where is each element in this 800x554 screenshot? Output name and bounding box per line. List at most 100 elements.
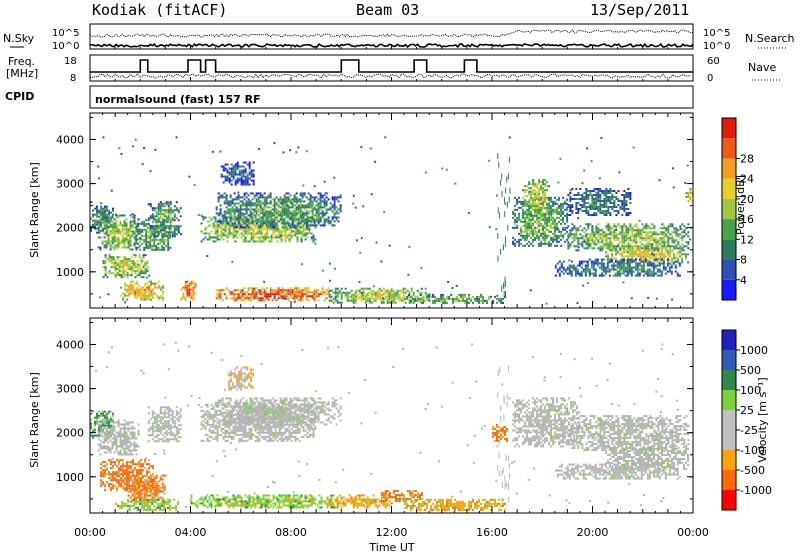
power-cell [593,198,596,200]
power-cell [303,287,306,290]
power-cell [301,204,304,207]
power-cell [225,287,228,290]
power-cell [143,234,146,237]
power-cell [424,171,427,174]
power-cell [576,268,579,271]
power-cell [592,266,595,269]
power-cell [124,260,127,263]
power-cell [613,249,616,252]
power-cell [293,204,296,207]
power-y-tick-label: 3000 [56,178,84,191]
power-cell [230,169,233,172]
power-cell [307,212,310,215]
power-cell [167,233,170,236]
power-cell [122,268,125,271]
power-cell [566,272,569,275]
power-cell [573,198,576,200]
noise-sky-line [89,42,694,49]
power-cell [142,260,145,263]
power-cell [623,251,626,254]
power-cell [217,291,220,294]
power-cell [285,291,288,294]
power-cell [330,289,333,292]
freq-left-tick-top: 18 [64,56,77,67]
power-cell [267,299,270,302]
power-cell [622,258,625,261]
power-cell [639,247,642,250]
power-cell [581,194,584,196]
power-cell [248,163,251,166]
power-cell [112,209,114,212]
power-cell [145,232,148,235]
power-cell [633,239,636,242]
power-cell [281,198,284,201]
power-cell [497,153,499,160]
power-cell [402,287,405,290]
power-cell [243,287,246,290]
power-cell [613,190,616,192]
power-cell [607,192,610,194]
power-cell [639,253,642,256]
power-cell [153,236,156,239]
power-cell [177,229,180,232]
power-cell [307,204,310,207]
power-cell [653,257,656,260]
power-cell [609,257,612,260]
power-cell [486,299,489,302]
power-cell [350,293,353,296]
power-cell [155,238,158,241]
power-cell [599,194,602,196]
power-cell [224,226,227,229]
power-cell [312,240,315,243]
power-cell [372,293,375,296]
power-cell [105,222,108,225]
power-cell [259,204,262,207]
power-cell [562,272,565,275]
power-cell [554,210,557,213]
power-cell [444,301,447,304]
power-cell [112,266,115,269]
power-cell [528,199,531,202]
power-cell [534,197,537,200]
power-cell [120,276,123,279]
power-cell [518,196,521,199]
power-cell [659,255,662,258]
power-cell [139,244,142,247]
power-cell [637,235,640,238]
power-cell [526,236,529,239]
power-cell [472,301,475,304]
power-cell [281,214,284,217]
power-cell [108,213,110,216]
power-cell [676,274,679,277]
power-cell [630,270,633,273]
power-cell [599,249,602,252]
power-cell [122,258,125,261]
power-cell [234,179,237,182]
power-cell [252,175,255,178]
power-cell [492,301,495,304]
power-cell [593,235,596,238]
power-cell [617,243,620,246]
power-cell [595,233,598,236]
power-cell [556,206,559,209]
power-cell [100,205,102,208]
power-cell [217,214,220,217]
power-cell [610,264,613,267]
power-cell [225,202,228,205]
power-cell [400,297,403,300]
power-cell [242,224,245,227]
power-cell [325,212,328,215]
power-cell [504,236,506,243]
power-cell [603,214,606,216]
power-cell [251,198,254,201]
power-cell [574,268,577,271]
power-cell [534,203,537,206]
power-cell [312,220,315,223]
power-cell [297,293,300,296]
power-cell [522,236,525,239]
power-cell [658,264,661,267]
power-cell [616,270,619,273]
power-cell [306,232,309,235]
power-cell [534,238,537,241]
power-cell [233,222,236,225]
